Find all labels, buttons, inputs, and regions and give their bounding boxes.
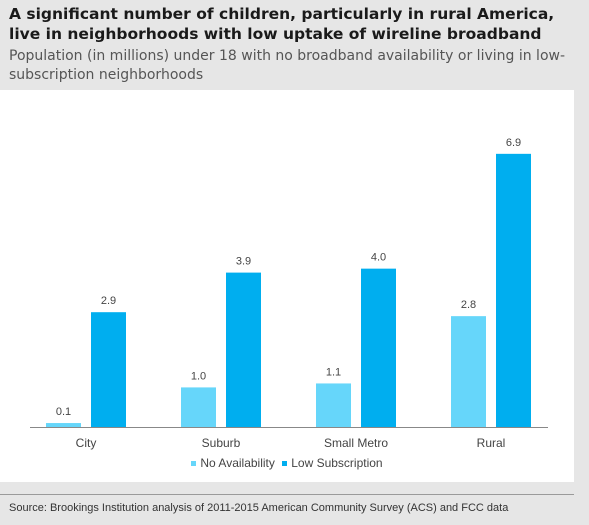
chart-subtitle: Population (in millions) under 18 with n… [9,48,566,83]
chart-panel: 0.1 2.9 City 1.0 3.9 Suburb 1.1 4.0 Small Metro 2… [0,90,574,482]
bar-small-metro-no-availability [316,383,351,427]
value-label-suburb-no-availability: 1.0 [191,370,206,382]
category-label-rural: Rural [477,436,506,450]
category-label-city: City [76,436,97,450]
legend-item-low-subscription: Low Subscription [282,456,383,470]
chart-title: A significant number of children, partic… [9,5,555,43]
chart-legend: No Availability Low Subscription [0,456,574,470]
source-note: Source: Brookings Institution analysis o… [9,502,509,514]
legend-label-no-availability: No Availability [200,456,275,470]
legend-swatch-low-subscription [282,461,288,467]
value-label-small-metro-low-subscription: 4.0 [371,252,386,264]
value-label-city-low-subscription: 2.9 [101,295,116,307]
value-label-city-no-availability: 0.1 [56,406,71,418]
bar-chart: 0.1 2.9 City 1.0 3.9 Suburb 1.1 4.0 Small Metro 2… [30,137,548,450]
value-label-rural-no-availability: 2.8 [461,299,476,311]
bar-suburb-no-availability [181,387,216,427]
legend-label-low-subscription: Low Subscription [291,456,383,470]
bar-city-low-subscription [91,312,126,427]
bar-suburb-low-subscription [226,272,261,427]
category-label-suburb: Suburb [202,436,241,450]
footer-divider [0,494,574,495]
value-label-suburb-low-subscription: 3.9 [236,256,251,268]
bar-small-metro-low-subscription [361,268,396,427]
value-label-small-metro-no-availability: 1.1 [326,366,341,378]
legend-item-no-availability: No Availability [191,456,275,470]
bar-rural-no-availability [451,316,486,427]
bar-city-no-availability [46,423,81,427]
bar-rural-low-subscription [496,153,531,427]
legend-swatch-no-availability [191,461,197,467]
value-label-rural-low-subscription: 6.9 [506,137,521,149]
category-label-small-metro: Small Metro [324,436,388,450]
